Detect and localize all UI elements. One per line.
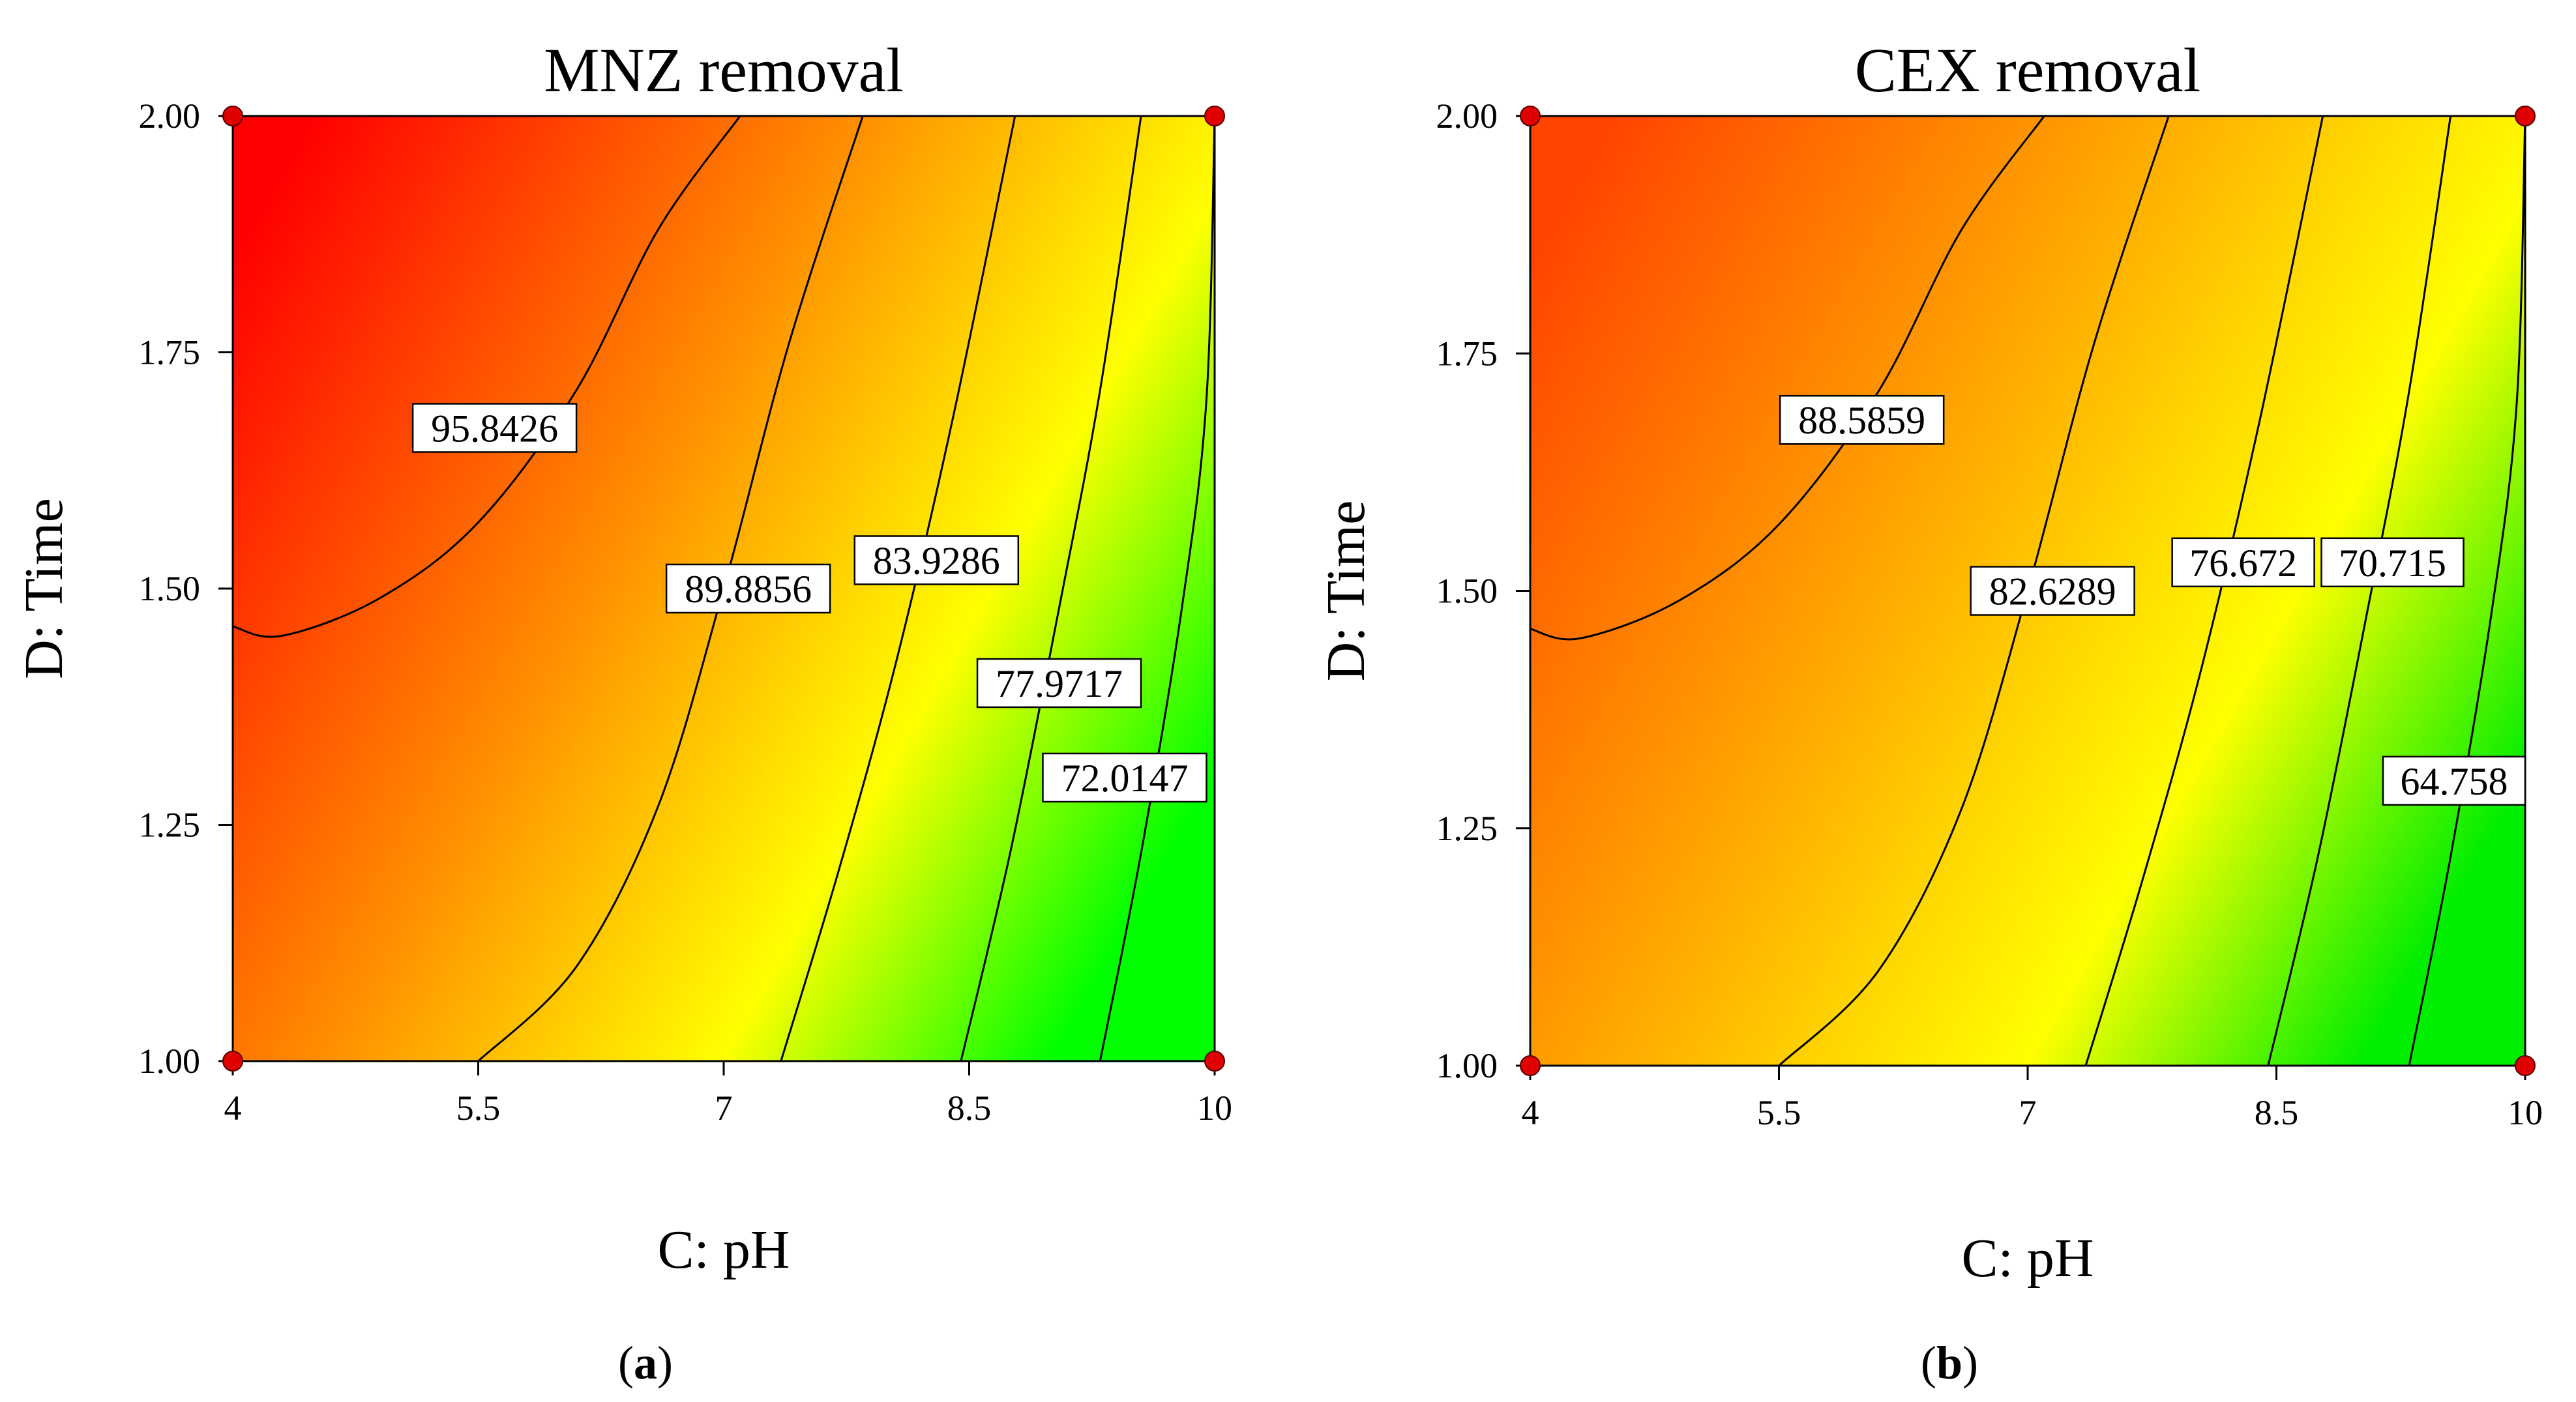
design-point bbox=[1204, 1051, 1225, 1072]
panel-letter: a bbox=[634, 1337, 657, 1389]
contour-label-text: 64.758 bbox=[2401, 760, 2508, 803]
contour-label-box bbox=[665, 563, 831, 614]
contour-label-box bbox=[976, 658, 1142, 708]
y-tick-label: 2.00 bbox=[1436, 96, 1498, 136]
panel-letter: b bbox=[1936, 1337, 1962, 1389]
chart-title: MNZ removal bbox=[544, 35, 904, 105]
contour-label-box bbox=[1042, 752, 1207, 803]
contour-label: 82.6289 bbox=[1970, 566, 2135, 616]
y-tick-label: 1.75 bbox=[1436, 334, 1498, 373]
x-tick-label: 5.5 bbox=[456, 1088, 501, 1128]
x-tick-label: 10 bbox=[2508, 1093, 2543, 1132]
x-axis-label: C: pH bbox=[657, 1219, 790, 1280]
y-axis-label: D: Time bbox=[1316, 501, 1376, 682]
contour-label: 89.8856 bbox=[665, 563, 831, 614]
contour-line bbox=[2267, 116, 2452, 1066]
y-tick-label: 2.00 bbox=[139, 96, 201, 136]
panel-b: 4 5.5 7 8.5 10 1.00 1.25 1.50 1.75 2.00 CEX remova… bbox=[1316, 35, 2543, 1389]
x-tick-label: 4 bbox=[224, 1088, 242, 1128]
contour-line bbox=[1778, 116, 2170, 1066]
design-point bbox=[1520, 106, 1541, 126]
y-tick-label: 1.25 bbox=[139, 806, 201, 845]
design-point bbox=[1520, 1055, 1541, 1076]
contour-label: 88.5859 bbox=[1779, 394, 1945, 445]
contour-label-box bbox=[411, 403, 578, 453]
contour-label-text: 95.8426 bbox=[431, 407, 558, 450]
contour-label: 76.672 bbox=[2171, 537, 2315, 588]
contour-label-box bbox=[2171, 537, 2315, 588]
design-point bbox=[2515, 1055, 2536, 1076]
design-point bbox=[222, 1051, 243, 1072]
contour-line bbox=[2084, 116, 2324, 1066]
x-tick-label: 5.5 bbox=[1757, 1093, 1801, 1132]
contour-line bbox=[1530, 116, 2045, 641]
contour-label-box bbox=[2320, 537, 2465, 588]
x-tick-label: 10 bbox=[1197, 1088, 1232, 1128]
design-point bbox=[222, 106, 243, 126]
contour-line bbox=[780, 116, 1016, 1061]
y-tick-label: 1.50 bbox=[1436, 572, 1498, 611]
contour-label-box bbox=[853, 535, 1020, 585]
contour-line bbox=[2408, 116, 2525, 1066]
contour-label-text: 77.9717 bbox=[996, 662, 1123, 705]
contour-label-box bbox=[2382, 755, 2526, 806]
y-axis-label: D: Time bbox=[14, 498, 74, 679]
x-tick-label: 4 bbox=[1522, 1093, 1539, 1132]
contour-label-text: 70.715 bbox=[2339, 542, 2446, 585]
contour-label: 83.9286 bbox=[853, 535, 1020, 585]
x-tick-label: 8.5 bbox=[947, 1088, 992, 1128]
contour-label-box bbox=[1970, 566, 2135, 616]
design-point bbox=[1204, 106, 1225, 126]
contour-label-text: 76.672 bbox=[2189, 542, 2297, 585]
contour-label: 72.0147 bbox=[1042, 752, 1207, 803]
contour-label-text: 88.5859 bbox=[1798, 399, 1925, 442]
contour-label-text: 89.8856 bbox=[685, 568, 812, 611]
contour-label: 95.8426 bbox=[411, 403, 578, 453]
contour-label-text: 82.6289 bbox=[1989, 570, 2116, 613]
x-tick-label: 7 bbox=[2019, 1093, 2037, 1132]
contour-label-text: 83.9286 bbox=[873, 540, 1000, 583]
contour-line bbox=[1099, 116, 1215, 1061]
y-tick-label: 1.00 bbox=[1436, 1046, 1498, 1085]
contour-label: 64.758 bbox=[2382, 755, 2526, 806]
panel-label: (b) bbox=[1921, 1337, 1978, 1389]
y-tick-label: 1.50 bbox=[139, 569, 201, 608]
y-tick-label: 1.25 bbox=[1436, 809, 1498, 848]
contour-label: 77.9717 bbox=[976, 658, 1142, 708]
contour-label-box bbox=[1779, 394, 1945, 445]
chart-title: CEX removal bbox=[1855, 35, 2201, 105]
y-tick-label: 1.75 bbox=[139, 333, 201, 372]
panel-a: 4 5.5 7 8.5 10 1.00 1.25 1.50 1.75 2.00 MNZ remova… bbox=[14, 35, 1232, 1389]
x-tick-label: 7 bbox=[715, 1088, 733, 1128]
contour-line bbox=[960, 116, 1142, 1061]
contour-line bbox=[477, 116, 864, 1061]
contour-label: 70.715 bbox=[2320, 537, 2465, 588]
contour-label-text: 72.0147 bbox=[1061, 757, 1188, 800]
x-tick-label: 8.5 bbox=[2255, 1093, 2299, 1132]
panel-label: (a) bbox=[618, 1337, 673, 1389]
y-tick-label: 1.00 bbox=[139, 1042, 201, 1081]
contour-line bbox=[233, 116, 741, 638]
design-point bbox=[2515, 106, 2536, 126]
x-axis-label: C: pH bbox=[1961, 1228, 2094, 1289]
